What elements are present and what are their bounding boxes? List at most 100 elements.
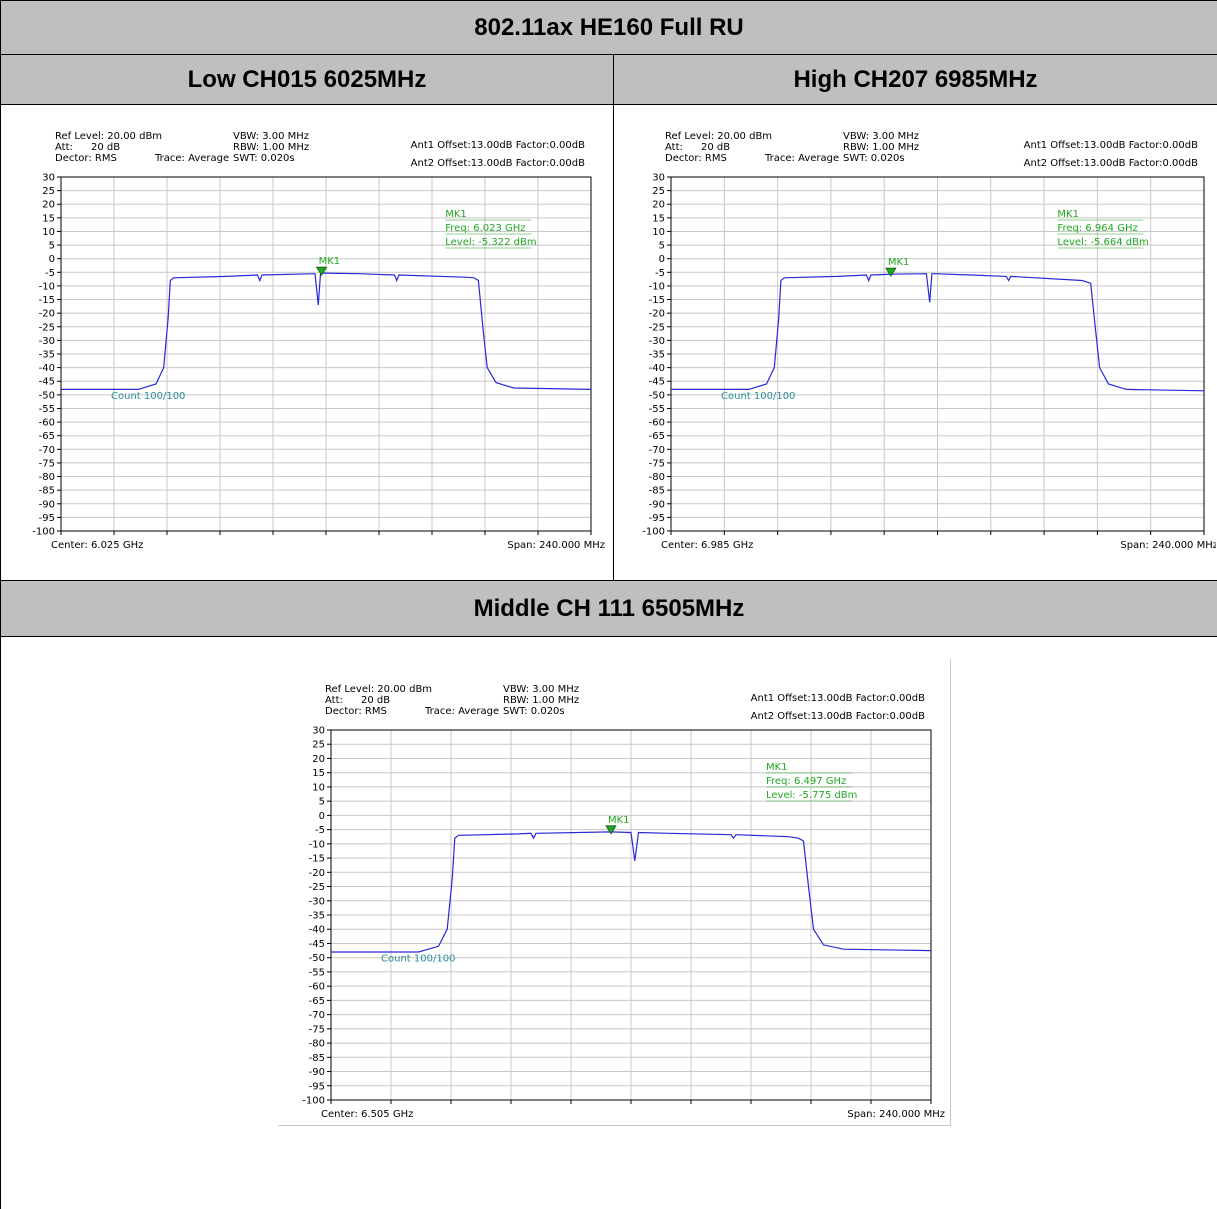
y-tick-label: 25 [652,186,665,197]
y-tick-label: -45 [309,939,325,950]
y-tick-label: -5 [45,268,55,279]
report-title: 802.11ax HE160 Full RU [1,1,1217,55]
y-tick-label: -85 [39,486,55,497]
y-tick-label: -10 [309,839,325,850]
y-tick-label: -80 [649,472,665,483]
att-value-text: 20 dB [91,142,120,153]
y-tick-label: -55 [649,404,665,415]
y-tick-label: 0 [49,254,55,265]
y-tick-label: -65 [39,431,55,442]
y-tick-label: -50 [309,953,325,964]
y-tick-label: 15 [312,768,325,779]
marker-label: MK1 [319,256,341,267]
marker-readout-name: MK1 [445,209,467,220]
y-tick-label: 15 [42,213,55,224]
y-tick-label: -5 [655,268,665,279]
count-text: Count 100/100 [721,391,795,402]
report-title-text: 802.11ax HE160 Full RU [1,14,1217,42]
detector-text: Dector: RMS [55,153,117,164]
y-tick-label: -85 [649,486,665,497]
y-tick-label: -95 [649,513,665,524]
ant2-offset-text: Ant2 Offset:13.00dB Factor:0.00dB [751,711,925,722]
ant2-offset-text: Ant2 Offset:13.00dB Factor:0.00dB [1024,158,1198,169]
att-label-text: Att: [325,695,343,706]
ant1-offset-text: Ant1 Offset:13.00dB Factor:0.00dB [751,693,925,704]
ant1-offset-text: Ant1 Offset:13.00dB Factor:0.00dB [1024,140,1198,151]
swt-text: SWT: 0.020s [843,153,905,164]
y-tick-label: 30 [42,173,55,184]
y-tick-label: 30 [652,173,665,184]
y-tick-label: -5 [315,825,325,836]
marker-label: MK1 [608,815,630,826]
marker-readout-freq: Freq: 6.497 GHz [766,776,846,787]
y-tick-label: 10 [312,782,325,793]
y-tick-label: -70 [649,445,665,456]
span-text: Span: 240.000 MHz [507,540,605,551]
y-tick-label: 0 [659,254,665,265]
vbw-text: VBW: 3.00 MHz [503,684,579,695]
y-tick-label: -90 [39,499,55,510]
rbw-text: RBW: 1.00 MHz [233,142,309,153]
y-tick-label: -10 [39,281,55,292]
marker-readout-freq: Freq: 6.023 GHz [445,223,525,234]
y-tick-label: -20 [309,868,325,879]
panel-heading-low: Low CH015 6025MHz [1,55,614,105]
y-tick-label: -45 [649,377,665,388]
y-tick-label: 10 [42,227,55,238]
y-tick-label: -100 [642,527,665,538]
panel-heading-middle-text: Middle CH 111 6505MHz [1,595,1217,623]
y-tick-label: -55 [309,967,325,978]
y-tick-label: 0 [319,811,325,822]
marker-label: MK1 [888,257,910,268]
vbw-text: VBW: 3.00 MHz [233,131,309,142]
span-text: Span: 240.000 MHz [1120,540,1216,551]
ref-level-text: Ref Level: 20.00 dBm [325,684,432,695]
marker-readout-level: Level: -5.664 dBm [1057,237,1148,248]
panel-heading-low-text: Low CH015 6025MHz [1,66,613,94]
count-text: Count 100/100 [381,954,455,965]
y-tick-label: 20 [312,754,325,765]
y-tick-label: -80 [309,1039,325,1050]
y-tick-label: -90 [649,499,665,510]
marker-readout-level: Level: -5.775 dBm [766,790,857,801]
y-tick-label: -35 [39,350,55,361]
y-tick-label: -50 [39,390,55,401]
att-label-text: Att: [55,142,73,153]
y-tick-label: 30 [312,726,325,737]
swt-text: SWT: 0.020s [233,153,295,164]
y-tick-label: -25 [309,882,325,893]
y-tick-label: -95 [309,1081,325,1092]
y-tick-label: -25 [649,322,665,333]
y-tick-label: -95 [39,513,55,524]
span-text: Span: 240.000 MHz [847,1109,945,1120]
y-tick-label: -70 [39,445,55,456]
rbw-text: RBW: 1.00 MHz [843,142,919,153]
y-tick-label: -65 [649,431,665,442]
ref-level-text: Ref Level: 20.00 dBm [55,131,162,142]
rbw-text: RBW: 1.00 MHz [503,695,579,706]
y-tick-label: -75 [39,458,55,469]
center-frequency-text: Center: 6.985 GHz [661,540,753,551]
detector-text: Dector: RMS [325,706,387,717]
detector-text: Dector: RMS [665,153,727,164]
swt-text: SWT: 0.020s [503,706,565,717]
y-tick-label: -35 [309,911,325,922]
marker-triangle-icon [317,267,327,275]
y-tick-label: -75 [649,458,665,469]
y-tick-label: -100 [32,527,55,538]
trace-mode-text: Trace: Average [424,706,499,717]
y-tick-label: -60 [649,418,665,429]
y-tick-label: -30 [39,336,55,347]
y-tick-label: -35 [649,350,665,361]
y-tick-label: -20 [649,309,665,320]
marker-readout-name: MK1 [766,762,788,773]
y-tick-label: -85 [309,1053,325,1064]
y-tick-label: -15 [649,295,665,306]
